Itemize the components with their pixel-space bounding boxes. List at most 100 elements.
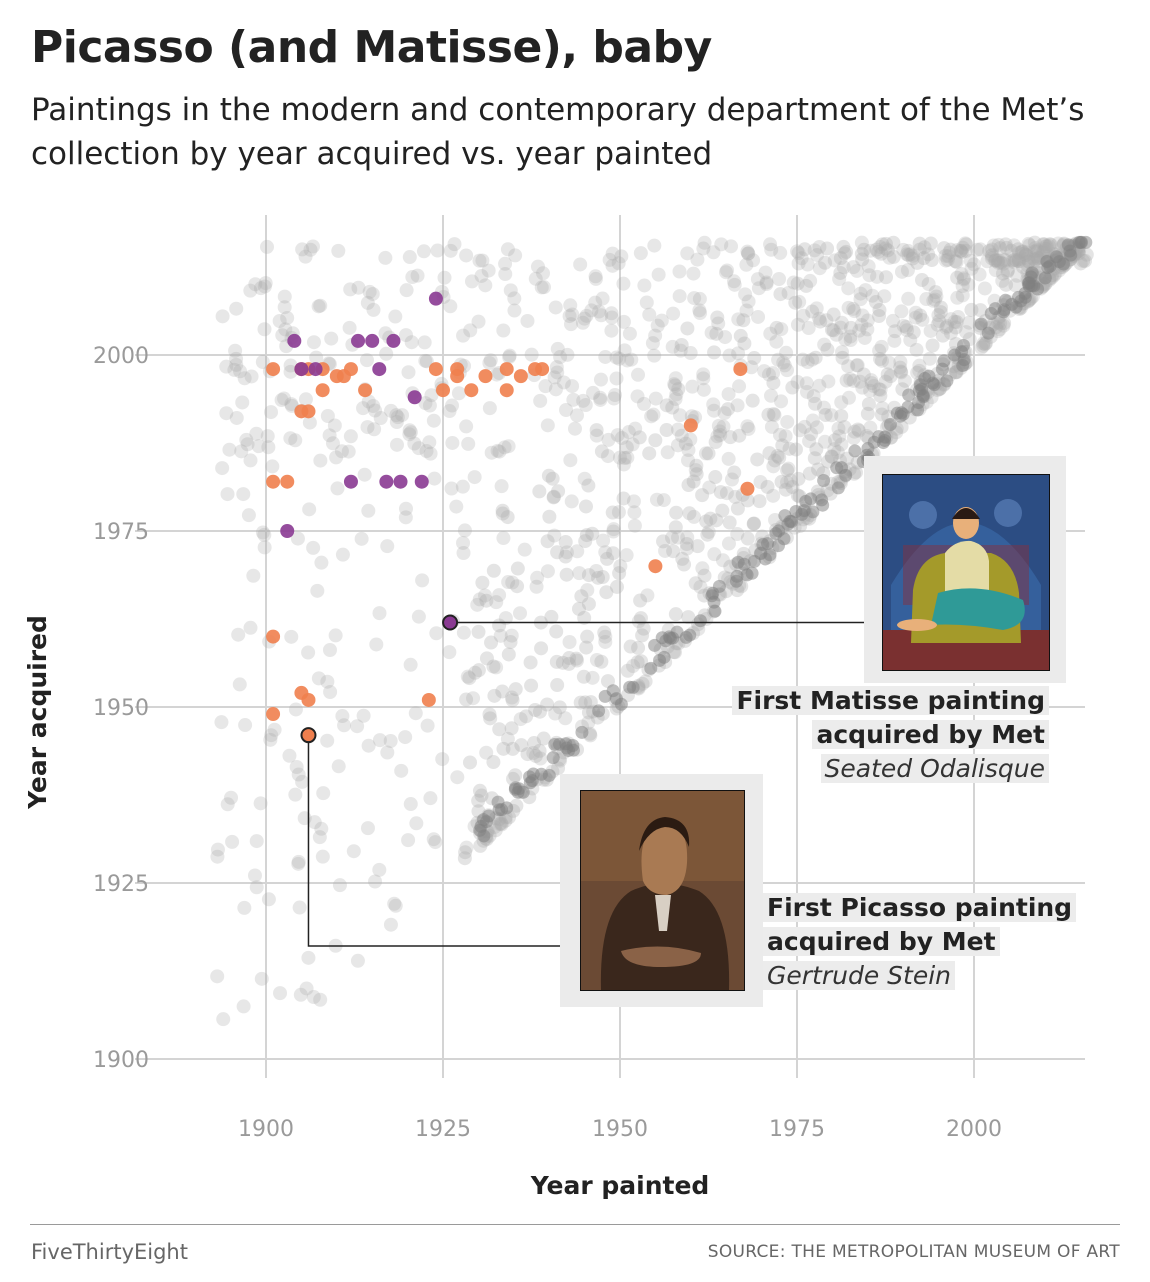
painting-point	[261, 892, 276, 907]
painting-point	[738, 287, 753, 302]
painting-point	[534, 641, 549, 656]
artist-point	[499, 383, 514, 398]
painting-point	[577, 471, 592, 486]
painting-point	[831, 481, 845, 495]
painting-point	[948, 348, 962, 362]
painting-point	[933, 300, 948, 315]
painting-point	[817, 434, 832, 449]
painting-point	[746, 516, 761, 531]
painting-point	[720, 263, 735, 278]
artist-point	[513, 369, 528, 384]
painting-point	[273, 986, 288, 1001]
matisse-annotation-line2: acquired by Met	[812, 720, 1049, 749]
painting-point	[670, 438, 685, 453]
painting-point	[244, 369, 259, 384]
painting-point	[944, 312, 959, 327]
painting-point	[569, 653, 584, 668]
painting-point	[246, 568, 261, 583]
painting-point	[604, 306, 619, 321]
painting-point	[905, 251, 920, 266]
painting-point	[496, 741, 511, 756]
painting-point	[807, 451, 822, 466]
painting-point	[693, 306, 708, 321]
painting-point	[730, 527, 745, 542]
painting-point	[796, 308, 811, 323]
painting-point	[833, 251, 848, 266]
painting-point	[265, 459, 280, 474]
painting-point	[302, 415, 317, 430]
painting-point	[955, 240, 970, 255]
artist-point	[351, 333, 366, 348]
painting-point	[1029, 249, 1044, 264]
painting-point	[597, 625, 612, 640]
painting-point	[973, 303, 988, 318]
painting-point	[773, 245, 788, 260]
painting-point	[559, 545, 574, 560]
painting-point	[600, 551, 615, 566]
painting-point	[472, 592, 487, 607]
painting-point	[298, 249, 313, 264]
painting-point	[541, 468, 556, 483]
artist-point	[280, 524, 295, 538]
painting-point	[925, 338, 940, 353]
painting-point	[839, 244, 854, 259]
painting-point	[460, 669, 475, 684]
painting-point	[551, 484, 566, 499]
painting-point	[399, 283, 414, 298]
painting-point	[235, 395, 250, 410]
painting-point	[487, 688, 502, 703]
painting-point	[558, 711, 573, 726]
painting-point	[581, 705, 596, 720]
painting-point	[763, 237, 778, 252]
painting-point	[1076, 253, 1091, 268]
painting-point	[581, 568, 596, 583]
painting-point	[578, 695, 593, 710]
painting-point	[606, 391, 621, 406]
painting-point	[314, 821, 329, 836]
painting-point	[1038, 239, 1053, 254]
painting-point	[864, 373, 879, 388]
painting-point	[589, 428, 604, 443]
painting-point	[992, 322, 1007, 337]
painting-point	[361, 503, 376, 518]
painting-point	[630, 655, 645, 670]
painting-point	[632, 430, 647, 445]
painting-point	[565, 379, 580, 394]
painting-point	[982, 244, 997, 259]
painting-point	[463, 323, 478, 338]
painting-point	[678, 436, 693, 451]
x-tick-label: 1900	[238, 1117, 294, 1142]
painting-point	[772, 271, 787, 286]
painting-point	[882, 355, 897, 370]
painting-point	[634, 654, 649, 669]
painting-point	[648, 328, 663, 343]
painting-point	[405, 270, 420, 285]
artist-point	[294, 362, 309, 377]
painting-point	[315, 849, 330, 864]
painting-point	[802, 466, 817, 481]
painting-point	[549, 654, 564, 669]
matisse-annotation: First Matisse painting acquired by Met S…	[732, 684, 1049, 786]
painting-point	[616, 314, 631, 329]
painting-point	[1021, 236, 1036, 251]
x-tick-label: 2000	[946, 1117, 1002, 1142]
painting-point	[457, 851, 472, 866]
painting-point	[996, 256, 1011, 271]
painting-point	[716, 419, 731, 434]
painting-point	[757, 364, 772, 379]
artist-point	[499, 362, 514, 377]
painting-point	[523, 776, 537, 790]
painting-point	[500, 510, 515, 525]
painting-point	[1030, 244, 1045, 259]
painting-point	[1041, 261, 1055, 275]
painting-point	[606, 546, 621, 561]
painting-point	[402, 250, 417, 265]
painting-point	[328, 628, 343, 643]
painting-point	[626, 494, 641, 509]
painting-point	[995, 266, 1010, 281]
painting-point	[970, 242, 985, 257]
painting-point	[850, 358, 865, 373]
painting-point	[915, 273, 930, 288]
painting-point	[409, 816, 424, 831]
painting-point	[780, 475, 795, 490]
